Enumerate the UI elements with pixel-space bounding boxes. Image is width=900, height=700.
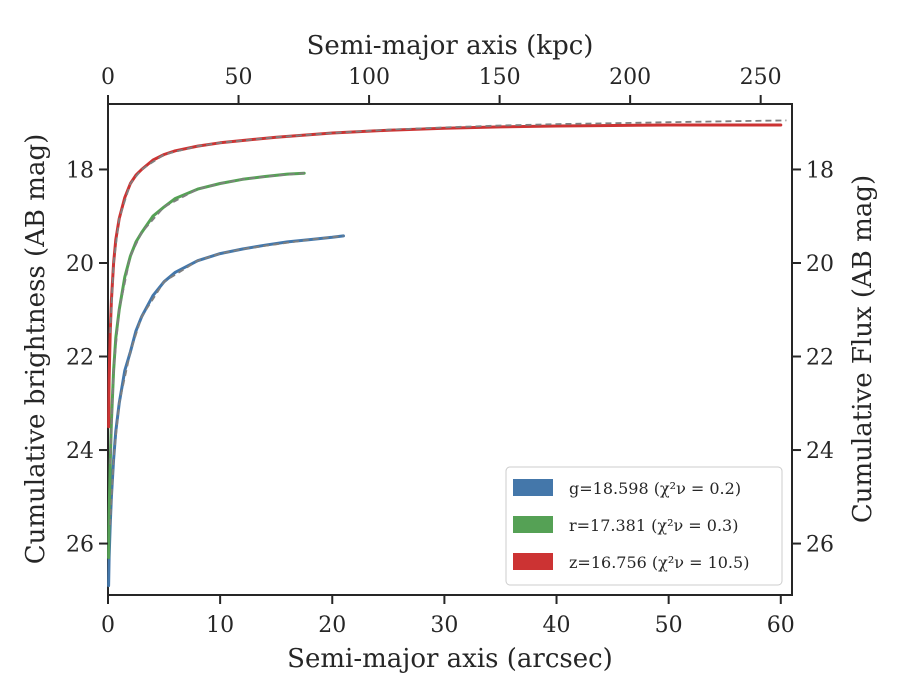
plot-frame — [107, 103, 793, 596]
right-axis: 18 20 22 24 26 — [792, 158, 834, 558]
legend-swatch-g — [513, 479, 553, 496]
top-axis: 0 50 100 150 200 250 — [101, 65, 782, 104]
legend-label-r: r=17.381 (χ²ν = 0.3) — [569, 516, 738, 535]
x-tick-label-bottom: 30 — [430, 613, 458, 638]
model-layer — [109, 119, 787, 525]
y-tick-label-right: 26 — [806, 533, 834, 558]
legend-label-z: z=16.756 (χ²ν = 10.5) — [569, 553, 749, 572]
x-tick-label-top: 150 — [479, 65, 521, 90]
plot-area — [107, 103, 793, 596]
y-tick-label-left: 26 — [66, 533, 94, 558]
y-tick-label-right: 24 — [806, 439, 834, 464]
series-line-g — [107, 234, 345, 588]
y-tick-label-left: 22 — [66, 346, 94, 371]
y-tick-label-left: 20 — [66, 252, 94, 277]
x-tick-label-bottom: 50 — [655, 613, 683, 638]
x-tick-label-bottom: 20 — [318, 613, 346, 638]
model-line-z-model — [109, 119, 787, 334]
x-tick-label-bottom: 40 — [543, 613, 571, 638]
series-line-r — [107, 171, 306, 560]
legend-items: g=18.598 (χ²ν = 0.2) r=17.381 (χ²ν = 0.3)… — [513, 479, 749, 572]
left-axis: 18 20 22 24 26 — [66, 158, 108, 558]
x-tick-label-top: 200 — [609, 65, 651, 90]
model-line-r-model — [109, 172, 305, 465]
x-tick-label-top: 100 — [348, 65, 390, 90]
y-tick-label-right: 18 — [806, 158, 834, 183]
y-tick-label-right: 20 — [806, 252, 834, 277]
y-tick-label-left: 18 — [66, 158, 94, 183]
legend-swatch-z — [513, 553, 553, 570]
y-axis-title-right: Cumulative Flux (AB mag) — [848, 175, 878, 523]
series-line-z — [107, 123, 783, 429]
x-tick-label-bottom: 0 — [101, 613, 115, 638]
bottom-axis: 0 10 20 30 40 50 60 — [101, 595, 795, 638]
legend-label-g: g=18.598 (χ²ν = 0.2) — [569, 479, 741, 498]
x-axis-title-bottom: Semi-major axis (arcsec) — [287, 644, 613, 674]
legend-frame — [505, 466, 783, 586]
x-tick-label-bottom: 60 — [767, 613, 795, 638]
y-tick-label-left: 24 — [66, 439, 94, 464]
legend-swatch-r — [513, 516, 553, 533]
x-axis-title-top: Semi-major axis (kpc) — [307, 31, 594, 61]
x-tick-label-bottom: 10 — [206, 613, 234, 638]
x-tick-label-top: 0 — [101, 65, 115, 90]
y-axis-title-left: Cumulative brightness (AB mag) — [21, 134, 51, 565]
model-line-g-model — [109, 235, 344, 525]
x-tick-label-top: 250 — [740, 65, 782, 90]
legend: g=18.598 (χ²ν = 0.2) r=17.381 (χ²ν = 0.3)… — [505, 466, 783, 586]
y-tick-label-right: 22 — [806, 346, 834, 371]
x-tick-label-top: 50 — [225, 65, 253, 90]
